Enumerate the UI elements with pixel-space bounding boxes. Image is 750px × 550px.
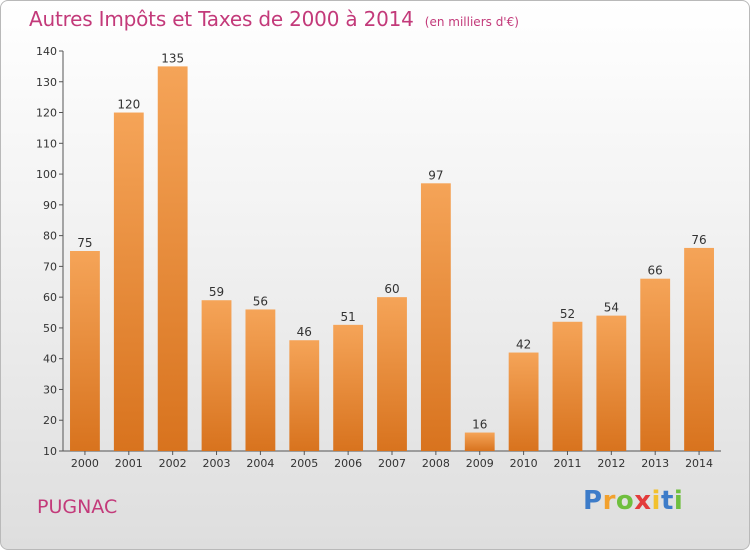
logo-letter: i (651, 486, 661, 516)
bar (157, 66, 188, 451)
bar (377, 297, 407, 451)
bar-value-label: 75 (77, 236, 92, 250)
x-tick-label: 2008 (422, 457, 450, 470)
bar (552, 321, 583, 451)
x-tick-label: 2010 (510, 457, 538, 470)
logo-letter: x (634, 486, 652, 516)
proxiti-logo: Proxiti (583, 486, 683, 516)
bar (201, 300, 232, 451)
bar-value-label: 60 (384, 282, 399, 296)
bar (333, 324, 364, 451)
x-tick-label: 2004 (246, 457, 274, 470)
bar (70, 251, 100, 451)
commune-name: PUGNAC (37, 496, 118, 518)
y-tick-label: 120 (36, 107, 57, 120)
logo-letter: r (602, 486, 616, 516)
axis-layer: 10 20 30 40 50 60 70 80 90 100 110 120 130 140 2000 200… (36, 45, 721, 470)
x-tick-label: 2001 (115, 457, 143, 470)
x-tick-label: 2005 (290, 457, 318, 470)
y-tick-label: 90 (43, 199, 57, 212)
x-tick-label: 2012 (597, 457, 625, 470)
logo-letter: i (673, 486, 684, 516)
y-tick-label: 30 (43, 383, 57, 396)
chart-title: Autres Impôts et Taxes de 2000 à 2014 (29, 7, 414, 31)
bar (289, 340, 320, 451)
bar (684, 247, 714, 451)
x-tick-label: 2011 (553, 457, 581, 470)
y-tick-label: 20 (43, 414, 57, 427)
y-tick-label: 50 (43, 322, 57, 335)
logo-letter: o (615, 486, 635, 516)
y-tick-label: 100 (36, 168, 57, 181)
bar (508, 352, 539, 451)
bar-value-label: 16 (472, 418, 487, 432)
bar-value-label: 54 (604, 301, 619, 315)
x-tick-label: 2003 (203, 457, 231, 470)
chart-title-block: Autres Impôts et Taxes de 2000 à 2014 (e… (29, 7, 519, 31)
bar (596, 315, 627, 451)
y-tick-label: 40 (43, 353, 57, 366)
logo-letter: t (660, 486, 674, 516)
bar-value-label: 59 (209, 285, 224, 299)
x-tick-label: 2009 (466, 457, 494, 470)
bar-value-label: 51 (340, 310, 355, 324)
bar-value-label: 120 (117, 98, 140, 112)
x-tick-label: 2013 (641, 457, 669, 470)
bar-value-label: 97 (428, 168, 443, 182)
chart-subtitle: (en milliers d'€) (424, 15, 519, 29)
bar-value-label: 42 (516, 338, 531, 352)
bar (640, 278, 671, 451)
x-tick-label: 2006 (334, 457, 362, 470)
x-tick-label: 2007 (378, 457, 406, 470)
y-tick-label: 130 (36, 76, 57, 89)
bar (113, 112, 144, 452)
bar-value-label: 135 (161, 51, 184, 65)
logo-letter: P (583, 486, 603, 516)
y-tick-label: 140 (36, 45, 57, 58)
y-tick-label: 80 (43, 230, 57, 243)
bar-value-label: 76 (691, 233, 706, 247)
x-tick-label: 2000 (71, 457, 99, 470)
x-tick-label: 2014 (685, 457, 713, 470)
bar (420, 183, 451, 452)
bar-value-label: 52 (560, 307, 575, 321)
bar-value-label: 66 (648, 264, 663, 278)
y-tick-label: 110 (36, 137, 57, 150)
bar-value-label: 56 (253, 294, 268, 308)
bar-value-label: 46 (297, 325, 312, 339)
bar (245, 309, 276, 451)
bar (464, 432, 495, 451)
x-tick-label: 2002 (159, 457, 187, 470)
y-tick-label: 70 (43, 260, 57, 273)
bar-layer: 75 120 135 59 56 46 51 60 97 16 42 52 54 66 76 (70, 51, 714, 452)
y-tick-label: 60 (43, 291, 57, 304)
y-tick-label: 10 (43, 445, 57, 458)
